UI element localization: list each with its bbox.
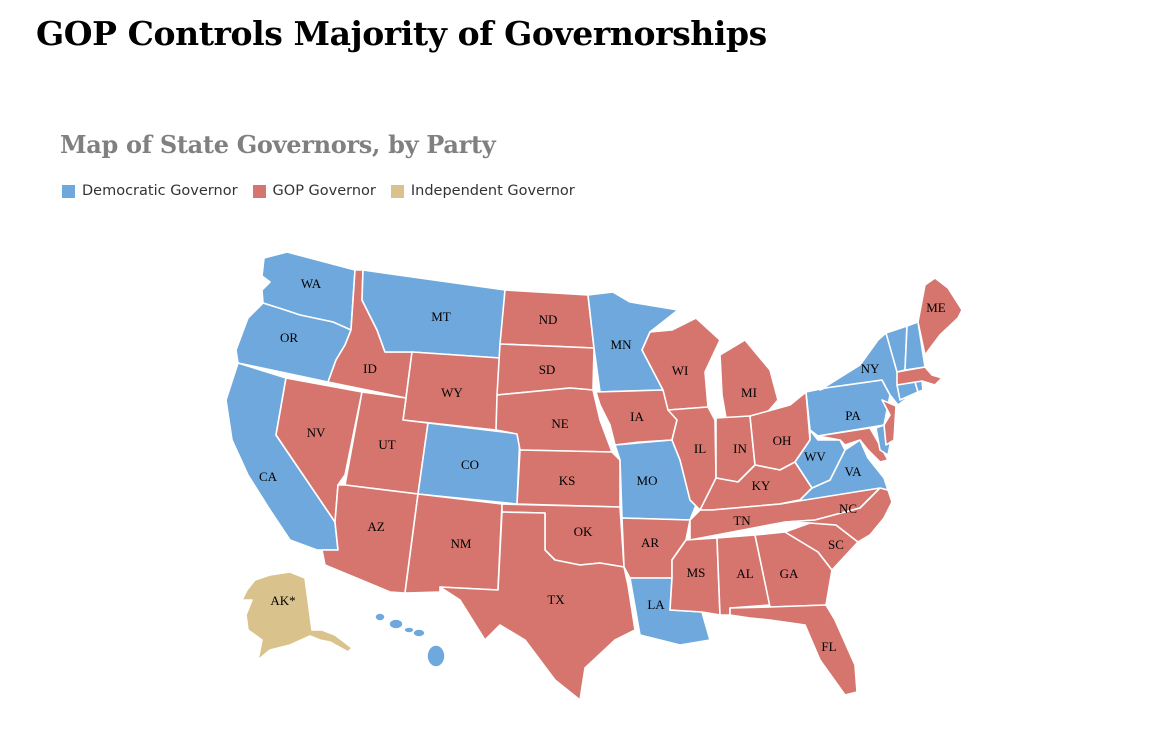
page-title: GOP Controls Majority of Governorships	[36, 14, 767, 53]
state-label-tx: TX	[547, 592, 565, 607]
legend-swatch-democratic	[62, 184, 75, 198]
state-label-id: ID	[363, 361, 377, 376]
state-label-nd: ND	[539, 312, 558, 327]
legend-label-gop: GOP Governor	[272, 183, 376, 199]
state-nh[interactable]	[904, 321, 926, 371]
state-label-ms: MS	[687, 565, 706, 580]
state-label-ga: GA	[780, 566, 799, 581]
state-label-sd: SD	[539, 362, 556, 377]
state-label-al: AL	[736, 566, 753, 581]
state-label-in: IN	[733, 441, 747, 456]
state-label-il: IL	[694, 441, 706, 456]
state-tx[interactable]	[439, 511, 636, 701]
state-label-ky: KY	[752, 478, 771, 493]
state-label-ny: NY	[861, 361, 880, 376]
state-wi[interactable]	[641, 317, 721, 411]
state-label-ut: UT	[378, 437, 395, 452]
state-label-mn: MN	[611, 337, 633, 352]
map-legend: Democratic Governor GOP Governor Indepen…	[62, 183, 590, 199]
state-label-ne: NE	[551, 416, 568, 431]
state-label-ok: OK	[574, 524, 593, 539]
state-fl[interactable]	[729, 604, 858, 696]
state-hi[interactable]	[374, 612, 446, 668]
state-label-nc: NC	[839, 501, 857, 516]
state-label-oh: OH	[773, 433, 792, 448]
state-label-pa: PA	[845, 408, 861, 423]
legend-item-independent: Independent Governor	[390, 183, 575, 199]
legend-item-democratic: Democratic Governor	[62, 183, 238, 199]
state-label-va: VA	[844, 464, 862, 479]
state-label-wa: WA	[301, 276, 322, 291]
state-ks[interactable]	[516, 449, 621, 508]
state-label-mo: MO	[637, 473, 658, 488]
state-label-tn: TN	[733, 513, 751, 528]
state-label-mi: MI	[741, 385, 757, 400]
state-label-ak: AK*	[270, 593, 295, 608]
legend-swatch-gop	[252, 184, 266, 198]
state-label-wv: WV	[804, 449, 826, 464]
state-label-ca: CA	[259, 469, 278, 484]
state-label-fl: FL	[821, 639, 836, 654]
state-mi[interactable]	[719, 339, 779, 419]
state-label-wi: WI	[672, 363, 689, 378]
state-label-ks: KS	[559, 473, 576, 488]
legend-swatch-independent	[390, 184, 404, 198]
state-label-co: CO	[461, 457, 479, 472]
legend-label-independent: Independent Governor	[410, 183, 575, 199]
state-label-nv: NV	[307, 425, 326, 440]
map-subtitle: Map of State Governors, by Party	[60, 130, 496, 159]
state-label-ia: IA	[630, 409, 644, 424]
state-label-ar: AR	[641, 535, 659, 550]
state-nc[interactable]	[784, 487, 893, 543]
state-az[interactable]	[321, 484, 419, 594]
state-label-la: LA	[647, 597, 665, 612]
state-me[interactable]	[917, 277, 963, 356]
state-label-nm: NM	[451, 536, 472, 551]
state-label-me: ME	[926, 300, 946, 315]
state-de[interactable]	[875, 424, 891, 456]
state-label-or: OR	[280, 330, 298, 345]
legend-item-gop: GOP Governor	[252, 183, 376, 199]
legend-label-democratic: Democratic Governor	[82, 183, 238, 199]
state-label-sc: SC	[828, 537, 844, 552]
state-ak[interactable]	[241, 571, 353, 661]
state-label-mt: MT	[431, 309, 451, 324]
state-label-wy: WY	[441, 385, 463, 400]
state-label-az: AZ	[367, 519, 384, 534]
state-md[interactable]	[817, 427, 889, 463]
state-nj[interactable]	[881, 399, 897, 446]
state-ma[interactable]	[896, 366, 943, 386]
